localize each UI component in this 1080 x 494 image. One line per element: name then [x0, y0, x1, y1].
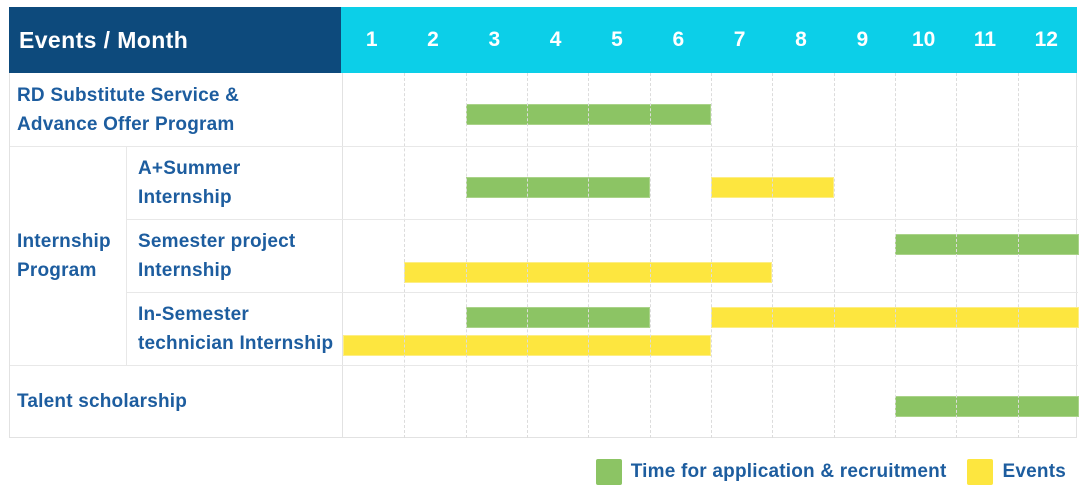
month-gridline	[588, 73, 590, 438]
month-label: 10	[911, 28, 936, 51]
month-gridline	[895, 73, 896, 438]
month-gridline	[711, 73, 712, 438]
month-label: 2	[427, 28, 439, 51]
legend-item-events: Events	[967, 459, 1066, 485]
row-label-line: Internship	[138, 186, 232, 208]
month-label: 1	[365, 28, 378, 51]
gantt-bar-green	[895, 234, 1079, 255]
month-gridline	[956, 73, 958, 438]
row-divider	[126, 219, 1078, 220]
month-label: 12	[1034, 28, 1058, 51]
row-label-line: Semester project	[138, 230, 296, 252]
legend-label: Events	[1002, 461, 1066, 482]
group-column-divider	[126, 146, 127, 365]
month-gridline	[1017, 73, 1019, 438]
month-label: 5	[611, 28, 623, 51]
row-divider	[126, 292, 1078, 293]
row-label-talent-scholarship: Talent scholarship	[10, 365, 342, 438]
legend-label: Time for application & recruitment	[630, 461, 947, 482]
row-label-line: In-Semester	[138, 303, 249, 325]
month-header-row: 1 2 3 4 5 6 7 8 9 10 11 12	[341, 7, 1077, 73]
gantt-bar-green	[465, 177, 650, 198]
row-label-line: Advance Offer Program	[17, 113, 235, 135]
group-label-line: Internship	[17, 230, 111, 252]
gantt-bar-green	[465, 307, 650, 328]
month-label: 3	[488, 28, 501, 51]
group-label-line: Program	[17, 259, 97, 281]
month-label: 11	[973, 28, 997, 51]
header-title-cell: Events / Month	[9, 7, 341, 73]
month-gridline	[527, 73, 528, 438]
row-label-in-semester-technician-internship: In-Semester technician Internship	[126, 292, 342, 365]
group-label-internship-program: Internship Program	[10, 146, 126, 365]
row-divider	[10, 146, 1078, 147]
month-gridline	[833, 73, 835, 438]
row-label-line: Talent scholarship	[17, 391, 188, 412]
month-gridline	[649, 73, 651, 438]
row-label-a-plus-summer-internship: A+Summer Internship	[126, 146, 342, 219]
table-header-row: Events / Month 1 2 3 4 5 6 7 8 9 10 11 12	[9, 7, 1077, 73]
gantt-bar-green	[895, 396, 1079, 417]
row-label-line: Internship	[138, 259, 232, 281]
row-label-line: RD Substitute Service &	[17, 84, 240, 106]
month-label: 4	[549, 28, 562, 51]
row-label-line: A+Summer	[138, 157, 241, 179]
yellow-swatch-icon	[967, 459, 994, 485]
row-label-semester-project-internship: Semester project Internship	[126, 219, 342, 292]
gantt-chart-area	[342, 73, 1079, 438]
month-label: 9	[856, 28, 869, 51]
row-label-rd-substitute: RD Substitute Service & Advance Offer Pr…	[10, 73, 342, 146]
month-gridline	[404, 73, 406, 438]
legend-item-application-recruitment: Time for application & recruitment	[595, 459, 947, 485]
green-swatch-icon	[595, 459, 622, 485]
row-divider	[10, 365, 1078, 366]
legend: Time for application & recruitment Event…	[595, 458, 1066, 486]
gantt-table: Events / Month 1 2 3 4 5 6 7 8 9 10 11 12 RD Substi…	[9, 7, 1079, 438]
row-label-line: technician Internship	[138, 332, 334, 354]
month-label: 8	[795, 28, 807, 51]
month-label: 7	[733, 28, 746, 51]
table-body: RD Substitute Service & Advance Offer Pr…	[9, 73, 1079, 438]
month-gridline	[465, 73, 467, 438]
header-title: Events / Month	[19, 26, 189, 53]
month-gridline	[772, 73, 774, 438]
month-label: 6	[672, 28, 685, 51]
